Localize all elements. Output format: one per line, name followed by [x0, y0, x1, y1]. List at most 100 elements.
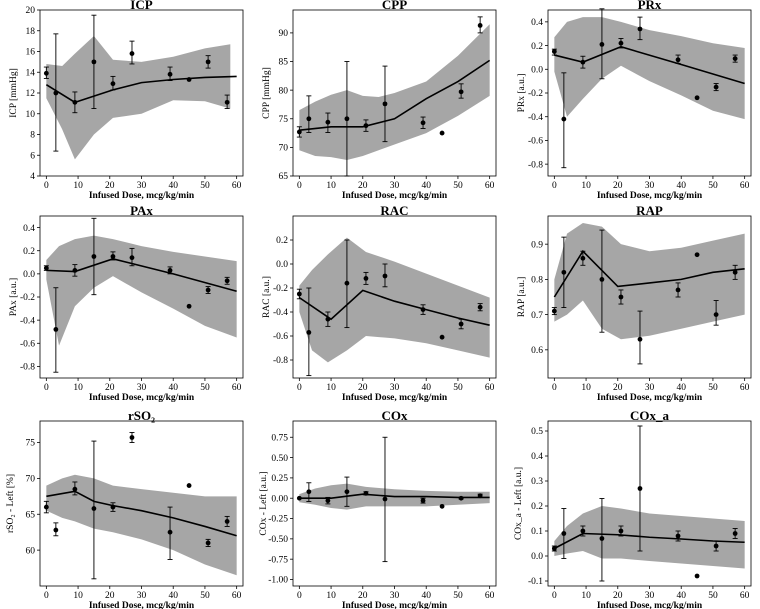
chart-7-data-point-2 — [53, 527, 59, 533]
chart-4-data-point-9 — [205, 287, 211, 293]
chart-1-x-tick-label: 40 — [168, 181, 178, 191]
chart-9: 0 10 20 30 40 50 60 -0.1 0.0 0.1 0.2 0.3 0.4 0.5 COx_a… — [513, 408, 752, 609]
chart-3-x-tick-label: 60 — [740, 181, 750, 191]
chart-2-x-tick-label: 0 — [297, 181, 302, 191]
chart-6-x-tick-label: 50 — [708, 383, 718, 393]
chart-4-data-point-3 — [72, 267, 78, 273]
chart-3: 0 10 20 30 40 50 60 -0.8 -0.6 -0.4 -0.2 0.0 0.2 0.4 PR… — [517, 0, 752, 201]
chart-8-y-tick-label: 0.00 — [271, 494, 288, 504]
chart-3-y-tick-label: -0.4 — [528, 113, 543, 123]
chart-2-data-point-9 — [458, 89, 464, 95]
chart-3-data-point-1 — [551, 49, 557, 54]
chart-8-data-point-7 — [420, 498, 426, 504]
chart-4-y-tick-label: -0.6 — [20, 339, 35, 349]
chart-8-data-point-2 — [306, 489, 312, 495]
chart-9-y-tick-label: 0.2 — [531, 502, 543, 512]
chart-4-y-tick-label: -0.2 — [20, 293, 35, 303]
chart-5-x-tick-label: 0 — [297, 383, 302, 393]
chart-8-y-tick-label: -1.00 — [268, 576, 288, 586]
chart-1-data-point-9 — [205, 59, 211, 65]
chart-3-data-point-7 — [675, 57, 681, 63]
chart-2-error-bar-2 — [306, 95, 312, 133]
chart-2-x-tick-label: 10 — [326, 181, 336, 191]
chart-4: 0 10 20 30 40 50 60 -0.8 -0.6 -0.4 -0.2 0.0 0.2 0.4 PA… — [9, 203, 244, 403]
chart-6-title: RAP — [636, 203, 663, 218]
chart-7-y-tick-label: 75 — [26, 439, 36, 449]
chart-2-y-tick-label: 75 — [279, 115, 289, 125]
chart-4-data-point-4 — [91, 254, 97, 259]
chart-1-x-tick-label: 10 — [73, 181, 83, 191]
chart-6-data-point-1 — [551, 308, 557, 314]
chart-1-y-tick-label: 8 — [30, 131, 35, 141]
chart-2-y-tick-label: 85 — [279, 58, 289, 68]
chart-2-data-point-7 — [420, 120, 426, 126]
chart-5-data-point-10 — [477, 304, 483, 310]
chart-9-y-tick-label: 0.4 — [531, 452, 543, 462]
chart-2-x-tick-label: 30 — [390, 181, 400, 191]
chart-1-y-axis-label: ICP [mmHg] — [9, 68, 19, 118]
chart-8-data-point-4 — [344, 489, 350, 495]
chart-1-data-point-6 — [129, 51, 135, 56]
chart-9-title: COx_a — [630, 408, 670, 423]
chart-9-data-point-6 — [637, 486, 643, 491]
chart-4-data-point-1 — [43, 265, 49, 271]
chart-3-y-tick-label: 0.0 — [531, 65, 543, 75]
chart-4-x-tick-label: 60 — [232, 383, 242, 393]
chart-2-data-point-3 — [325, 119, 331, 125]
chart-6-data-point-7 — [675, 287, 681, 293]
chart-5-data-point-6 — [382, 273, 388, 279]
chart-8-y-tick-label: 0.50 — [271, 454, 288, 464]
chart-9-x-tick-label: 60 — [740, 591, 750, 601]
chart-6-data-point-4 — [599, 276, 605, 282]
chart-1-data-point-10 — [224, 99, 230, 105]
chart-1-y-tick-label: 16 — [26, 48, 36, 58]
chart-7-y-tick-label: 70 — [26, 475, 36, 485]
chart-6-data-point-9 — [713, 312, 719, 318]
chart-3-data-point-3 — [580, 59, 586, 65]
chart-9-data-point-3 — [580, 528, 586, 534]
chart-1-y-tick-label: 6 — [30, 151, 35, 161]
chart-2-y-tick-label: 70 — [279, 144, 289, 154]
chart-1-y-tick-label: 20 — [26, 6, 36, 16]
chart-2-data-point-8 — [439, 130, 445, 136]
chart-9-x-tick-label: 10 — [581, 591, 591, 601]
chart-4-data-point-7 — [167, 267, 173, 273]
chart-1-confidence-band — [46, 35, 231, 160]
chart-7-y-tick-label: 60 — [26, 546, 36, 556]
chart-9-data-point-5 — [618, 528, 624, 534]
chart-8-data-point-3 — [325, 498, 331, 504]
chart-6-x-tick-label: 60 — [740, 383, 750, 393]
chart-7-x-tick-label: 60 — [232, 591, 242, 601]
chart-5-data-point-2 — [306, 330, 312, 335]
chart-1-title: ICP — [130, 0, 152, 12]
chart-7-data-point-4 — [91, 506, 97, 511]
chart-5-x-tick-label: 50 — [453, 383, 463, 393]
chart-1-data-point-3 — [72, 99, 78, 105]
chart-4-data-point-8 — [186, 303, 192, 309]
chart-1-y-tick-label: 12 — [26, 89, 36, 99]
chart-4-x-tick-label: 40 — [168, 383, 178, 393]
chart-3-x-tick-label: 50 — [708, 181, 718, 191]
chart-7-x-tick-label: 30 — [137, 591, 147, 601]
chart-3-y-tick-label: -0.6 — [528, 137, 543, 147]
chart-4-x-tick-label: 0 — [44, 383, 49, 393]
chart-5-data-point-1 — [296, 291, 302, 297]
chart-5-data-point-7 — [420, 307, 426, 312]
chart-6-y-tick-label: 0.7 — [531, 311, 543, 321]
chart-8-y-tick-label: -0.50 — [268, 535, 288, 545]
chart-2-x-tick-label: 40 — [421, 181, 431, 191]
chart-8: 0 10 20 30 40 50 60 -1.00 -0.75 -0.50 -0.25 0.00 0.2… — [258, 408, 497, 609]
chart-5-data-point-5 — [363, 276, 369, 281]
chart-7-data-point-3 — [72, 486, 78, 492]
chart-3-x-tick-label: 0 — [552, 181, 557, 191]
chart-9-x-tick-label: 50 — [708, 591, 718, 601]
chart-8-x-tick-label: 30 — [390, 591, 400, 601]
chart-1-data-point-7 — [167, 71, 173, 77]
chart-3-y-tick-label: -0.2 — [528, 89, 543, 99]
chart-3-x-tick-label: 10 — [581, 181, 591, 191]
chart-9-y-tick-label: 0.3 — [531, 477, 543, 487]
chart-7-y-axis-label: rSO₂ - Left [%] — [5, 474, 16, 533]
chart-6-y-tick-label: 0.9 — [531, 240, 543, 250]
chart-8-x-tick-label: 40 — [421, 591, 431, 601]
chart-8-x-tick-label: 50 — [453, 591, 463, 601]
